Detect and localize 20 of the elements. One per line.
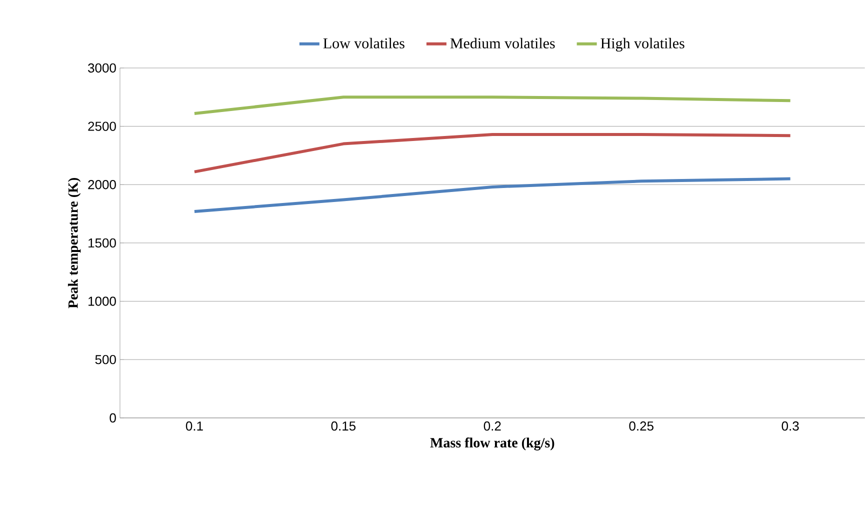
y-tick-label: 1500 [88,238,116,248]
line-series [192,133,792,174]
x-tick-label: 0.1 [186,421,203,431]
line-series [192,96,792,116]
y-tick-label: 3000 [88,63,116,73]
y-tick-label: 1000 [88,296,116,306]
x-axis-title: Mass flow rate (kg/s) [430,438,554,450]
y-axis-title: Peak temperature (K) [68,178,81,308]
y-tick-label: 2000 [88,180,116,190]
x-tick-label: 0.15 [331,421,356,431]
x-tick-label: 0.3 [782,421,799,431]
y-tick-label: 500 [95,355,116,364]
y-tick-label: 0 [110,413,116,423]
legend-label: Medium volatiles [450,38,555,48]
legend-label: Low volatiles [323,38,404,48]
legend-label: High volatiles [600,38,684,52]
x-tick-label: 0.2 [484,421,501,431]
y-tick-label: 2500 [88,122,116,131]
x-tick-label: 0.25 [629,421,654,431]
line-series [192,177,792,214]
